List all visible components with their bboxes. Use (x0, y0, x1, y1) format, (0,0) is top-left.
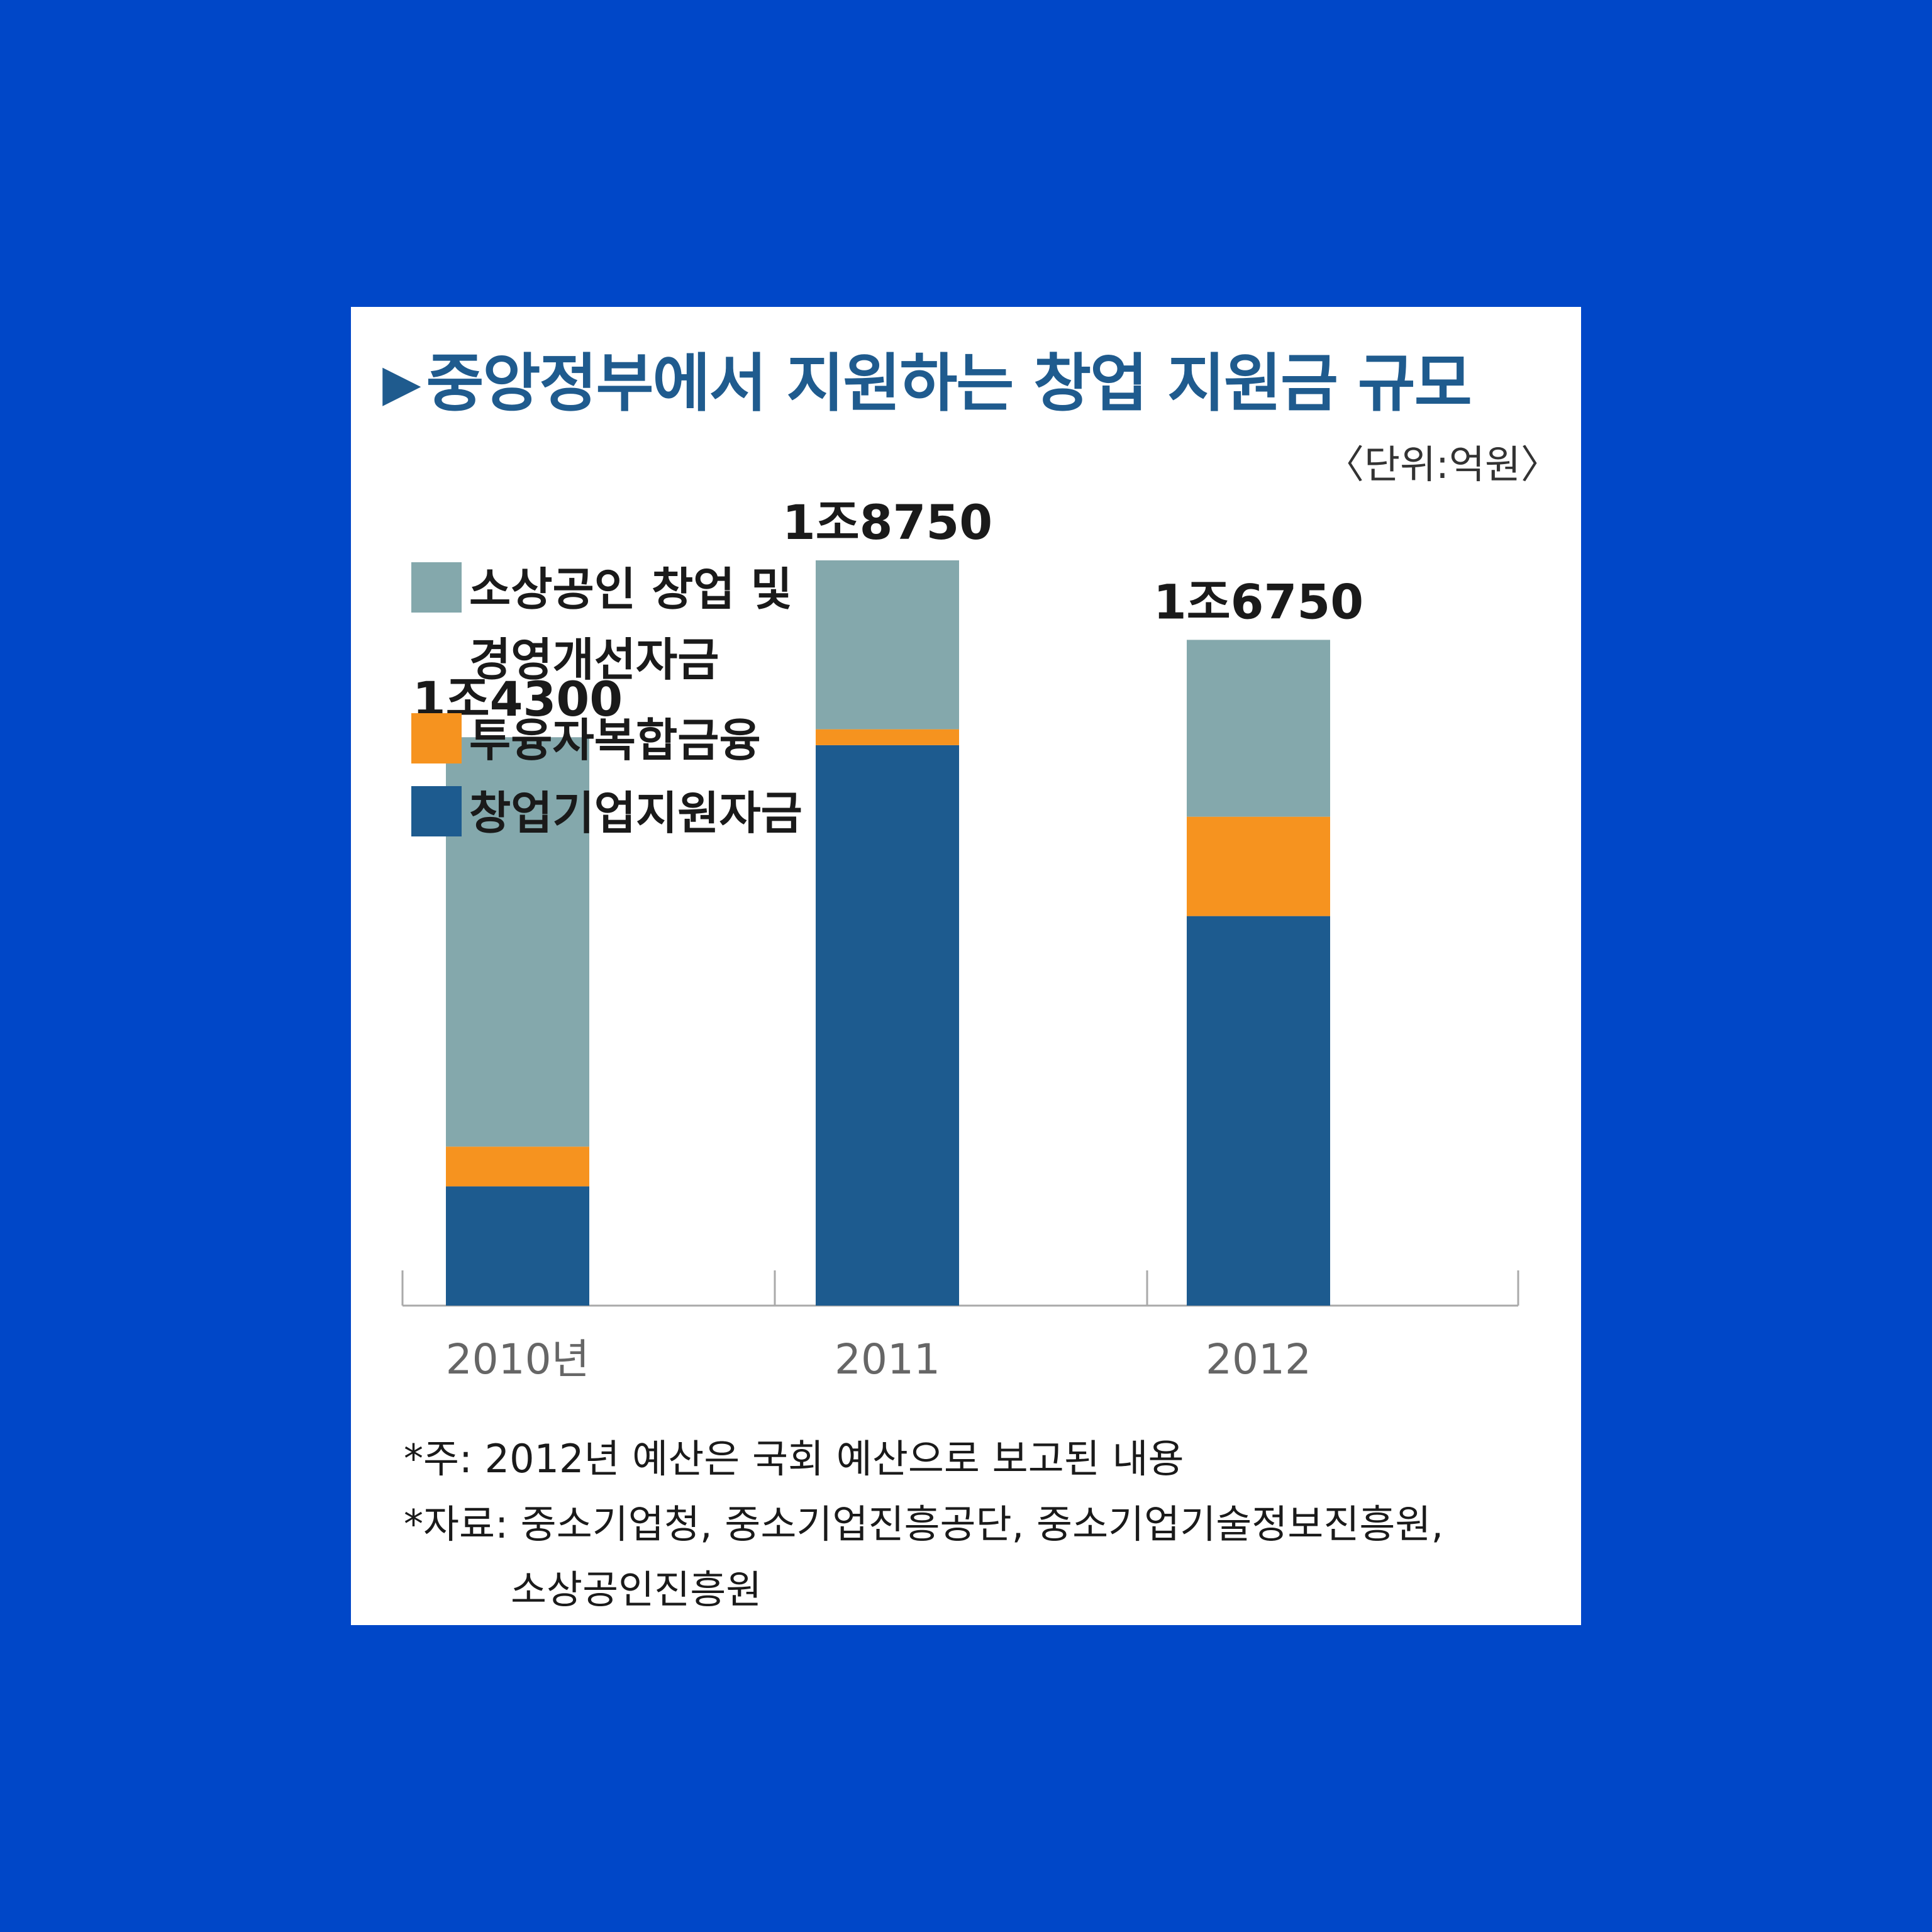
total-label-2012: 1조6750 (1153, 574, 1363, 630)
footnotes: *주: 2012년 예산은 국회 예산으로 보고된 내용 *자료: 중소기업청,… (404, 1426, 1443, 1623)
footnote-source: *자료: 중소기업청, 중소기업진흥공단, 중소기업기술정보진흥원, (404, 1501, 1444, 1547)
unit-label: 〈단위:억원〉 (1324, 441, 1560, 487)
total-label-2011: 1조8750 (782, 494, 992, 550)
legend-swatch-1 (411, 713, 462, 763)
bar-segment-2011-2 (816, 560, 959, 730)
legend-label-0-1: 경영개선자금 (469, 633, 719, 686)
bar-segment-2010년-0 (446, 1186, 589, 1306)
legend-label-1-0: 투융자복합금융 (469, 714, 761, 767)
legend-swatch-2 (411, 786, 462, 836)
x-tick-label-2010년: 2010년 (446, 1335, 590, 1384)
bar-segment-2012-2 (1187, 640, 1330, 817)
legend-label-0-0: 소상공인 창업 및 (469, 563, 792, 616)
chart-title-text: 중앙정부에서 지원하는 창업 지원금 규모 (426, 347, 1472, 420)
legend-swatch-0 (411, 562, 462, 613)
bar-segment-2010년-2 (446, 737, 589, 1147)
bar-segment-2012-0 (1187, 916, 1330, 1306)
x-tick-label-2012: 2012 (1206, 1335, 1311, 1384)
footnote-note: *주: 2012년 예산은 국회 예산으로 보고된 내용 (404, 1436, 1184, 1482)
triangle-right-icon: ▶ (382, 353, 421, 412)
chart-title: ▶ 중앙정부에서 지원하는 창업 지원금 규모 (382, 332, 1472, 423)
footnote-source-cont: 소상공인진흥원 (511, 1567, 762, 1613)
x-tick-label-2011: 2011 (835, 1335, 940, 1384)
legend-label-2-0: 창업기업지원자금 (469, 787, 802, 840)
bar-segment-2012-1 (1187, 816, 1330, 916)
chart-card: ▶ 중앙정부에서 지원하는 창업 지원금 규모 〈단위:억원〉 1조4300 201… (351, 307, 1581, 1625)
bar-segment-2010년-1 (446, 1146, 589, 1187)
bar-segment-2011-0 (816, 745, 959, 1306)
bar-segment-2011-1 (816, 729, 959, 745)
